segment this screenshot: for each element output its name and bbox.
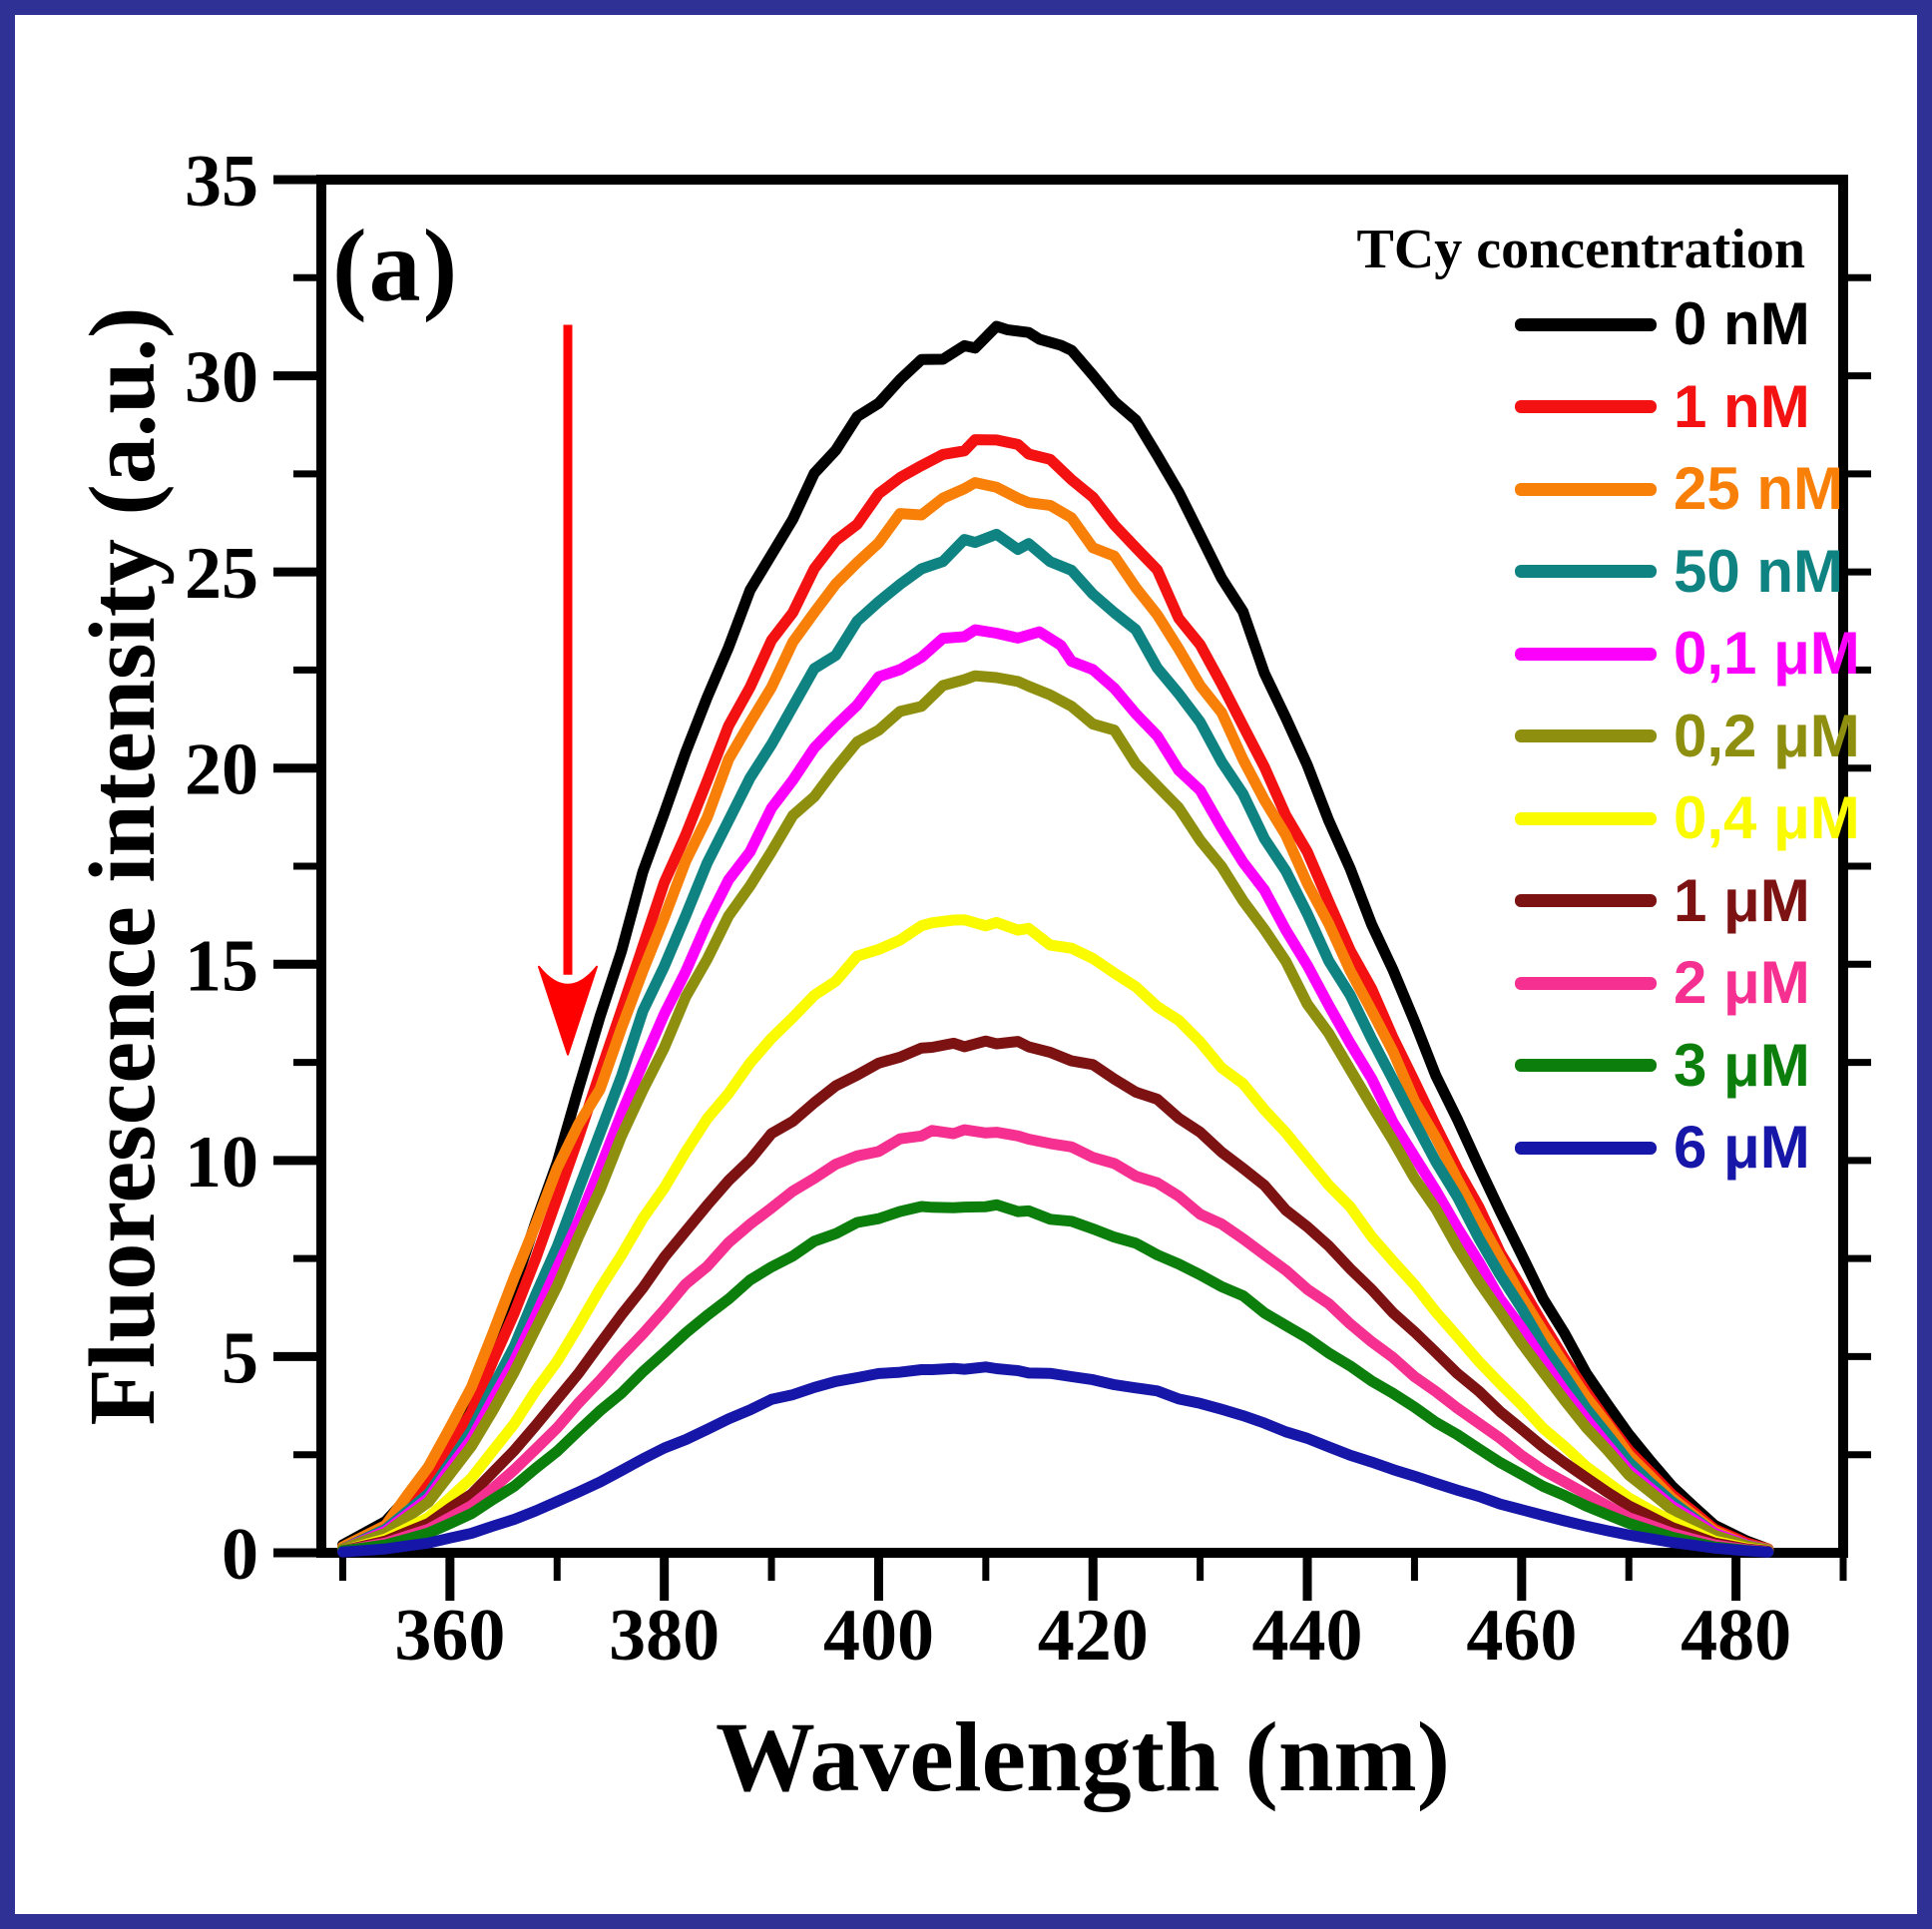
x-tick-label: 480 — [1681, 1595, 1791, 1677]
legend-title: TCy concentration — [1356, 219, 1805, 280]
legend-label: 1 μM — [1674, 866, 1810, 934]
legend-item: 0,2 μM — [1515, 696, 1917, 778]
legend-label: 3 μM — [1674, 1031, 1810, 1099]
y-tick-label: 10 — [185, 1122, 258, 1204]
legend-line-swatch — [1515, 647, 1657, 661]
spectrum-curve — [337, 1361, 1774, 1558]
legend-line-swatch — [1515, 400, 1657, 414]
spectrum-curve — [337, 477, 1774, 1555]
legend-item: 0 nM — [1515, 283, 1917, 366]
legend-label: 0,1 μM — [1674, 620, 1860, 688]
y-tick-label: 20 — [185, 729, 258, 811]
legend-label: 0,4 μM — [1674, 784, 1860, 852]
y-tick-label: 35 — [185, 141, 258, 223]
spectrum-curve — [337, 1199, 1774, 1558]
x-tick-label: 420 — [1038, 1595, 1149, 1677]
legend-item: 6 μM — [1515, 1107, 1917, 1190]
legend-line-swatch — [1515, 565, 1657, 579]
axis-frame — [316, 175, 1848, 1558]
legend-item: 3 μM — [1515, 1025, 1917, 1108]
legend-line-swatch — [1515, 729, 1657, 743]
spectrum-curve — [337, 914, 1774, 1557]
legend-line-swatch — [1515, 894, 1657, 908]
legend-label: 6 μM — [1674, 1114, 1810, 1182]
legend-label: 50 nM — [1674, 537, 1844, 605]
legend-line-swatch — [1515, 1059, 1657, 1073]
legend-item: 1 nM — [1515, 366, 1917, 449]
spectrum-curve — [337, 670, 1774, 1556]
legend-item: 0,1 μM — [1515, 613, 1917, 696]
spectrum-curve — [337, 624, 1774, 1556]
legend-line-swatch — [1515, 317, 1657, 331]
x-tick-label: 460 — [1466, 1595, 1577, 1677]
legend: 0 nM 1 nM 25 nM 50 nM 0,1 μM 0,2 μM 0,4 μM 1 μM… — [1515, 283, 1917, 1190]
x-tick-label: 440 — [1252, 1595, 1363, 1677]
y-tick-label: 25 — [185, 533, 258, 615]
legend-label: 25 nM — [1674, 455, 1844, 523]
arrow-head-icon — [538, 965, 599, 1056]
legend-label: 2 μM — [1674, 949, 1810, 1017]
y-tick-label: 0 — [222, 1514, 258, 1596]
legend-item: 25 nM — [1515, 448, 1917, 531]
legend-line-swatch — [1515, 976, 1657, 990]
y-tick-label: 30 — [185, 337, 258, 419]
legend-item: 0,4 μM — [1515, 777, 1917, 860]
spectrum-curve — [337, 1035, 1774, 1557]
legend-label: 1 nM — [1674, 372, 1810, 440]
spectra-plot: 360 380 400 420 440 460 480 0 5 10 15 20 25 30 35 — [185, 141, 1871, 1677]
y-tick-label: 5 — [222, 1317, 258, 1399]
spectrum-curve — [337, 1124, 1774, 1558]
y-axis-title: Fluorescence intensity (a.u.) — [71, 306, 175, 1426]
spectrum-curve — [337, 528, 1774, 1556]
legend-item: 1 μM — [1515, 860, 1917, 943]
legend-label: 0,2 μM — [1674, 702, 1860, 769]
legend-line-swatch — [1515, 1141, 1657, 1155]
legend-line-swatch — [1515, 811, 1657, 825]
x-tick-label: 380 — [609, 1595, 720, 1677]
panel-label: (a) — [332, 209, 460, 323]
y-tick-label: 15 — [185, 925, 258, 1007]
legend-label: 0 nM — [1674, 290, 1810, 358]
spectrum-curve — [337, 320, 1774, 1555]
x-tick-label: 400 — [823, 1595, 934, 1677]
legend-item: 50 nM — [1515, 531, 1917, 614]
x-axis-title: Wavelength (nm) — [715, 1701, 1451, 1812]
x-tick-label: 360 — [394, 1595, 505, 1677]
legend-item: 2 μM — [1515, 942, 1917, 1025]
legend-line-swatch — [1515, 482, 1657, 496]
